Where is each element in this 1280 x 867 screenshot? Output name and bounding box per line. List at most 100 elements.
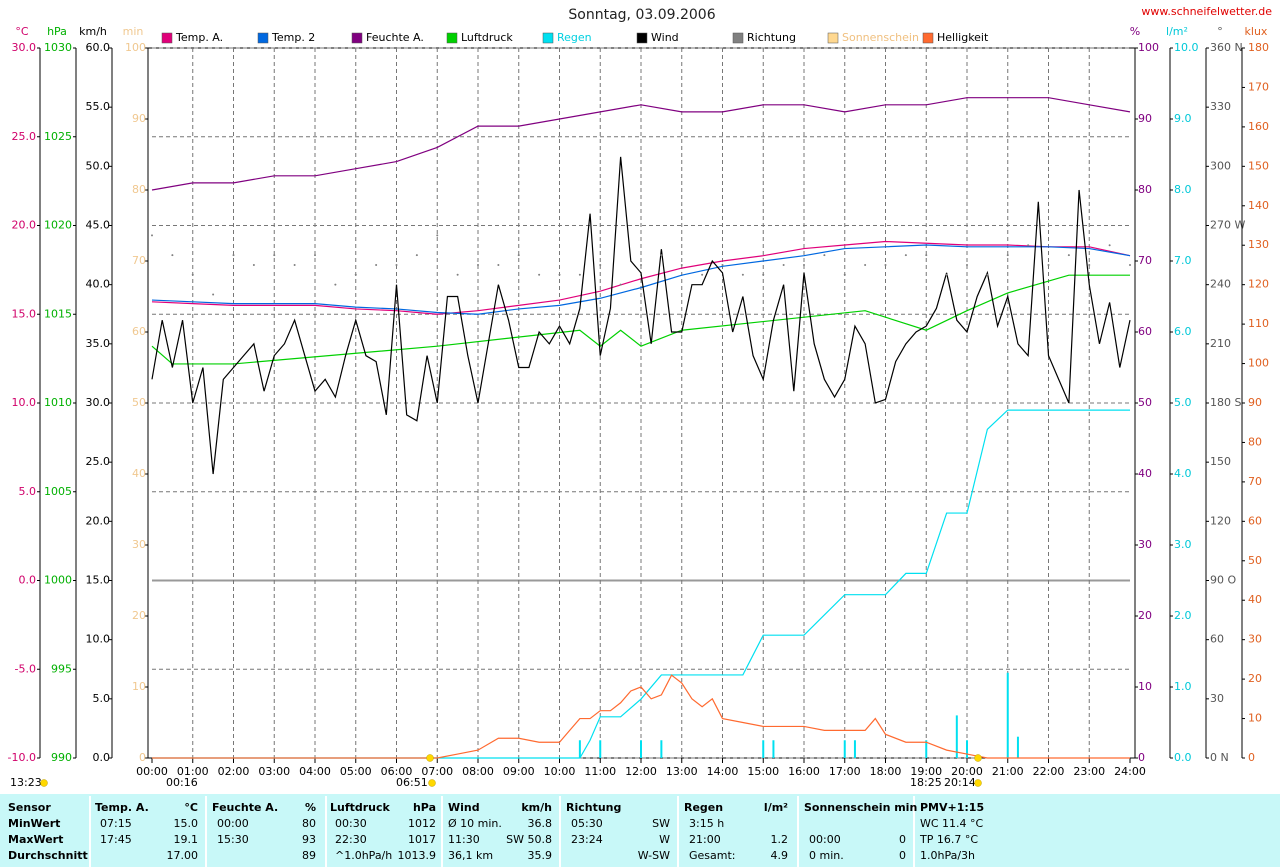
y-tick-label: 8.0 [1174,183,1192,196]
direction-dot [599,263,602,266]
y-tick-label: 6.0 [1174,325,1192,338]
y-tick-label: 40 [1138,467,1152,480]
y-tick-label: 30.0 [86,396,111,409]
y-tick-label: 70 [1248,475,1262,488]
direction-dot [395,263,398,266]
table-cell: W [659,833,670,846]
table-cell: 80 [302,817,316,830]
table-cell: 15.0 [174,817,199,830]
table-cell: % [305,801,316,814]
direction-dot [517,254,520,257]
y-tick-label: 0 [1248,751,1255,764]
direction-dot [1067,254,1070,257]
table-cell: 0 [899,833,906,846]
x-tick-label: 04:00 [299,765,331,778]
axis-unit: % [1130,25,1140,38]
y-tick-label: 25.0 [86,455,111,468]
x-tick-label: 17:00 [829,765,861,778]
y-tick-label: 25.0 [12,130,37,143]
legend-swatch [257,32,269,44]
table-cell: 21:00 [689,833,721,846]
x-tick-label: 05:00 [340,765,372,778]
y-tick-label: 20 [1138,609,1152,622]
table-cell: Gesamt: [689,849,736,862]
time-annotation: 18:25 [910,776,942,789]
axis-unit: min [123,25,144,38]
legend-label: Temp. 2 [271,31,315,44]
table-cell: 4.9 [771,849,789,862]
series-line [151,156,1131,475]
table-cell: Feuchte A. [212,801,278,814]
y-tick-label: 10.0 [86,633,111,646]
legend-swatch [161,32,173,44]
y-tick-label: 0 [139,751,146,764]
table-cell: hPa [413,801,436,814]
table-cell: 19.1 [174,833,199,846]
sun-icon [40,779,48,787]
table-cell: 93 [302,833,316,846]
y-tick-label: 150 [1210,455,1231,468]
y-tick-label: 160 [1248,120,1269,133]
y-tick-label: 995 [51,662,72,675]
table-cell: Wind [448,801,480,814]
time-annotation: 06:51 [396,776,428,789]
direction-dot [1088,263,1091,266]
y-tick-label: 110 [1248,317,1269,330]
x-tick-label: 20:00 [951,765,983,778]
y-tick-label: 1030 [44,41,72,54]
direction-dot [538,273,541,276]
y-tick-label: 80 [1248,435,1262,448]
table-cell: MaxWert [8,833,63,846]
time-annotation: 20:14 [944,776,976,789]
table-cell: 36.8 [528,817,553,830]
table-cell: 36,1 km [448,849,493,862]
y-tick-label: 7.0 [1174,254,1192,267]
direction-dot [212,293,215,296]
table-cell: Temp. A. [95,801,149,814]
y-tick-label: 30 [132,538,146,551]
table-cell: Sonnenschein min [804,801,917,814]
direction-dot [252,263,255,266]
y-tick-label: 120 [1210,514,1231,527]
direction-dot [1006,254,1009,257]
series-line [151,97,1131,191]
table-cell: 17.00 [167,849,199,862]
axis-unit: l/m² [1166,25,1188,38]
y-tick-label: 15.0 [12,307,37,320]
y-tick-label: -10.0 [8,751,36,764]
y-tick-label: 170 [1248,80,1269,93]
direction-dot [578,273,581,276]
y-tick-label: 35.0 [86,337,111,350]
axis-unit: km/h [79,25,107,38]
direction-dot [803,263,805,266]
direction-dot [945,273,948,276]
direction-dot [864,263,867,266]
table-cell: 1.0hPa/3h [920,849,975,862]
x-tick-label: 16:00 [788,765,820,778]
x-tick-label: 18:00 [870,765,902,778]
direction-dot [1027,244,1030,247]
y-tick-label: 2.0 [1174,609,1192,622]
table-cell: W-SW [638,849,670,862]
series-line [152,409,1130,759]
x-tick-label: 06:00 [381,765,413,778]
axis-unit: °C [15,25,29,38]
y-tick-label: 30 [1138,538,1152,551]
legend-label: Feuchte A. [366,31,424,44]
direction-dot [1129,263,1131,266]
direction-dot [925,254,928,257]
y-tick-label: 10.0 [1174,41,1199,54]
axis-unit: hPa [47,25,67,38]
y-tick-label: 1015 [44,307,72,320]
y-tick-label: 100 [125,41,146,54]
series-line [151,240,1131,315]
y-tick-label: 240 [1210,278,1231,291]
direction-dot [721,263,724,266]
table-cell: Sensor [8,801,51,814]
y-tick-label: 30 [1248,633,1262,646]
y-tick-label: 1025 [44,130,72,143]
direction-dot [843,273,846,276]
table-cell: 23:24 [571,833,603,846]
